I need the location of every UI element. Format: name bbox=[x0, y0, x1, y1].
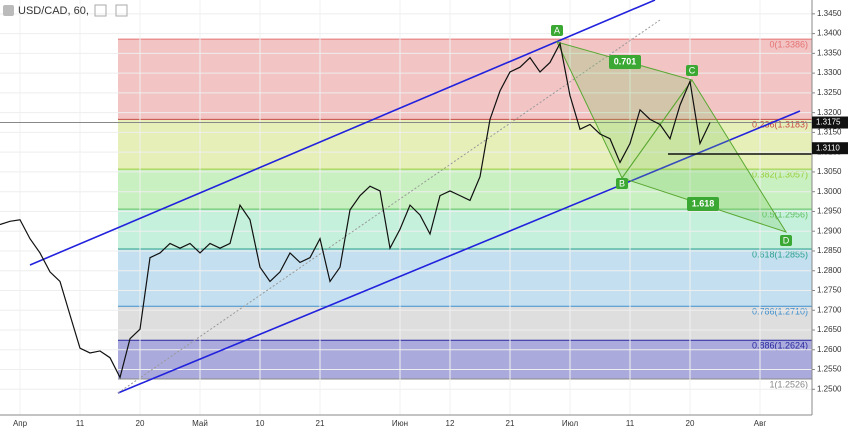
trend-dotted bbox=[117, 19, 661, 394]
axes: 1.2500 1.2550 1.2600 1.2650 1.2700 1.2750 1.28… bbox=[13, 9, 848, 428]
y-tick-label: 1.2500 bbox=[817, 384, 842, 393]
fib-zone bbox=[118, 39, 812, 120]
fib-zone bbox=[118, 209, 812, 249]
y-tick-label: 1.2850 bbox=[817, 246, 842, 255]
x-tick-label: 11 bbox=[76, 419, 85, 428]
x-tick-label: 20 bbox=[686, 419, 695, 428]
y-tick-label: 1.2950 bbox=[817, 207, 842, 216]
fib-label: 0.236(1.3183) bbox=[752, 120, 808, 130]
fib-zone bbox=[118, 119, 812, 170]
y-tick-label: 1.2900 bbox=[817, 226, 842, 235]
x-tick-label: 10 bbox=[256, 419, 265, 428]
fib-label: 0.382(1.3057) bbox=[752, 170, 808, 180]
label-box bbox=[616, 178, 628, 189]
fibonacci: 0(1.3386) 0.236(1.3183) 0.382(1.3057) 0.5(1… bbox=[118, 38, 812, 389]
y-tick-label: 1.2750 bbox=[817, 286, 842, 295]
y-axis-bg bbox=[812, 0, 850, 433]
x-tick-label: 12 bbox=[446, 419, 455, 428]
ratio-box bbox=[687, 197, 719, 211]
x-tick-label: Май bbox=[192, 419, 208, 428]
fib-label: 0.786(1.2710) bbox=[752, 307, 808, 317]
y-tick-label: 1.2800 bbox=[817, 266, 842, 275]
x-tick-label: 20 bbox=[136, 419, 145, 428]
y-tick-label: 1.3400 bbox=[817, 29, 842, 38]
fib-zone bbox=[118, 249, 812, 307]
fib-label: 0(1.3386) bbox=[769, 40, 808, 50]
x-tick-label: Июл bbox=[562, 419, 579, 428]
fib-label: 0.618(1.2855) bbox=[752, 249, 808, 259]
y-tick-label: 1.3300 bbox=[817, 68, 842, 77]
point-label: D bbox=[783, 235, 790, 245]
point-label: B bbox=[619, 178, 625, 188]
x-tick-label: Июн bbox=[392, 419, 408, 428]
x-tick-label: 11 bbox=[626, 419, 635, 428]
button[interactable] bbox=[94, 4, 107, 17]
x-tick-label: Апр bbox=[13, 419, 28, 428]
price-tag-label: 1.3110 bbox=[816, 143, 840, 152]
ratio-box bbox=[609, 55, 641, 69]
price-tag-label: 1.3175 bbox=[816, 118, 841, 127]
fib-label: 0.5(1.2956) bbox=[762, 209, 808, 219]
price-tag bbox=[812, 142, 848, 155]
chart-title: USD/CAD, 60, bbox=[18, 5, 89, 17]
y-tick-label: 1.2700 bbox=[817, 305, 842, 314]
label-box bbox=[551, 25, 563, 36]
fib-zone bbox=[118, 306, 812, 341]
y-tick-label: 1.3150 bbox=[817, 128, 842, 137]
fib-zone bbox=[118, 340, 812, 380]
x-tick-label: 21 bbox=[506, 419, 515, 428]
x-tick-label: 21 bbox=[316, 419, 325, 428]
price-line-series bbox=[0, 41, 711, 380]
y-tick-label: 1.3200 bbox=[817, 108, 842, 117]
price-tag bbox=[812, 116, 848, 129]
ratio-label: 0.701 bbox=[614, 56, 637, 66]
label-box bbox=[780, 235, 792, 246]
y-tick-label: 1.2600 bbox=[817, 345, 842, 354]
channel-upper bbox=[29, 0, 656, 266]
y-tick-label: 1.2550 bbox=[817, 365, 842, 374]
y-tick-label: 1.3250 bbox=[817, 88, 842, 97]
ratio-label: 1.618 bbox=[692, 198, 715, 208]
fib-label: 1(1.2526) bbox=[769, 379, 808, 389]
point-label: A bbox=[554, 25, 560, 35]
symbol-icon[interactable] bbox=[3, 5, 14, 16]
label-box bbox=[686, 65, 698, 76]
x-tick-label: Авг bbox=[754, 419, 767, 428]
y-tick-label: 1.2650 bbox=[817, 325, 842, 334]
y-tick-label: 1.3350 bbox=[817, 48, 842, 57]
plot bbox=[0, 41, 711, 380]
y-tick-label: 1.3050 bbox=[817, 167, 842, 176]
point-label: C bbox=[689, 65, 696, 75]
y-tick-label: 1.3000 bbox=[817, 187, 842, 196]
button[interactable] bbox=[115, 4, 128, 17]
x-axis-bg bbox=[0, 415, 850, 433]
fib-label: 0.886(1.2624) bbox=[752, 341, 808, 351]
y-tick-label: 1.3450 bbox=[817, 9, 842, 18]
channel-lower bbox=[117, 110, 801, 394]
pattern-labels: A B C D 0.701 1.618 bbox=[551, 25, 792, 246]
